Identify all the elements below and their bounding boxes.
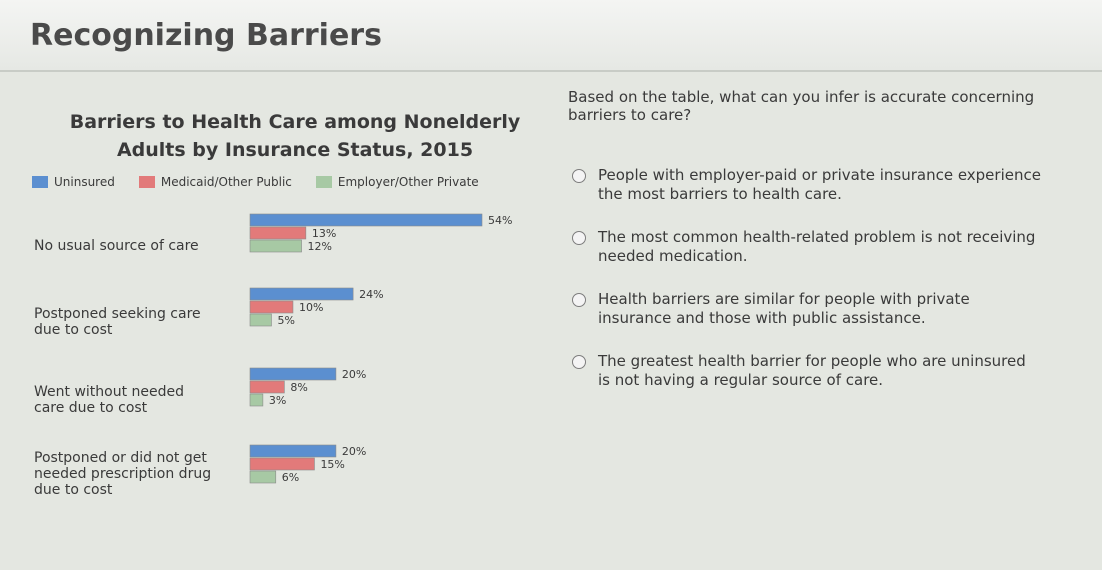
chart-title-line-1: Barriers to Health Care among Nonelderly <box>69 111 521 133</box>
bar-medicaid-0 <box>249 226 307 240</box>
bar-uninsured-0 <box>249 213 483 227</box>
legend-swatch-private <box>315 176 332 188</box>
data-label-medicaid-0: 13% <box>312 227 336 240</box>
data-label-uninsured-1: 24% <box>359 288 383 301</box>
data-label-private-2: 3% <box>269 394 286 407</box>
legend-swatch-medicaid <box>138 176 155 188</box>
bar-uninsured-2 <box>249 367 337 381</box>
question-prompt: Based on the table, what can you infer i… <box>568 88 1035 124</box>
data-label-uninsured-2: 20% <box>342 368 366 381</box>
legend-swatch-uninsured <box>32 176 48 188</box>
bar-uninsured-1 <box>249 287 354 301</box>
answer-option-1-text: People with employer-paid or private ins… <box>598 166 1041 203</box>
legend-label-medicaid: Medicaid/Other Public <box>160 175 292 189</box>
chart-title: Barriers to Health Care among Nonelderly… <box>40 108 550 164</box>
data-label-medicaid-3: 15% <box>320 458 344 471</box>
legend-label-uninsured: Uninsured <box>54 175 115 189</box>
answer-option-4[interactable]: The greatest health barrier for people w… <box>572 352 1042 390</box>
bar-private-1 <box>249 313 272 327</box>
page-title: Recognizing Barriers <box>30 18 382 53</box>
bar-medicaid-1 <box>249 300 294 314</box>
category-label-prescription: Postponed or did not get needed prescrip… <box>34 450 212 498</box>
bar-medicaid-2 <box>249 380 285 394</box>
data-label-private-1: 5% <box>277 314 294 327</box>
bar-chart: 54%13%12%24%10%5%20%8%3%20%15%6% <box>249 213 512 484</box>
data-label-uninsured-3: 20% <box>342 445 366 458</box>
bar-private-3 <box>249 470 277 484</box>
data-label-medicaid-1: 10% <box>299 301 323 314</box>
answer-option-1[interactable]: People with employer-paid or private ins… <box>572 166 1042 204</box>
answer-option-3[interactable]: Health barriers are similar for people w… <box>572 290 1042 328</box>
legend-item-medicaid: Medicaid/Other Public <box>138 175 292 189</box>
radio-button-2[interactable] <box>572 231 586 245</box>
answer-option-4-text: The greatest health barrier for people w… <box>598 352 1026 389</box>
legend-label-private: Employer/Other Private <box>337 175 479 189</box>
data-label-private-3: 6% <box>282 471 299 484</box>
data-label-uninsured-0: 54% <box>488 214 512 227</box>
bar-private-2 <box>249 393 264 407</box>
answer-option-3-text: Health barriers are similar for people w… <box>598 290 970 327</box>
category-label-postponed-care: Postponed seeking care due to cost <box>34 306 201 338</box>
bar-private-0 <box>249 239 302 253</box>
answer-option-2[interactable]: The most common health-related problem i… <box>572 228 1042 266</box>
radio-button-3[interactable] <box>572 293 586 307</box>
chart-legend: Uninsured Medicaid/Other Public Employer… <box>32 175 493 189</box>
data-label-medicaid-2: 8% <box>290 381 307 394</box>
data-label-private-0: 12% <box>308 240 332 253</box>
radio-button-1[interactable] <box>572 169 586 183</box>
chart-title-line-2: Adults by Insurance Status, 2015 <box>116 139 474 161</box>
radio-button-4[interactable] <box>572 355 586 369</box>
bar-uninsured-3 <box>249 444 337 458</box>
bar-medicaid-3 <box>249 457 315 471</box>
category-label-went-without-care: Went without needed care due to cost <box>34 384 185 416</box>
category-label-no-usual-source: No usual source of care <box>34 238 199 254</box>
answer-option-2-text: The most common health-related problem i… <box>598 228 1036 265</box>
legend-item-private: Employer/Other Private <box>315 175 479 189</box>
legend-item-uninsured: Uninsured <box>32 175 115 189</box>
page-header: Recognizing Barriers <box>0 0 1102 72</box>
